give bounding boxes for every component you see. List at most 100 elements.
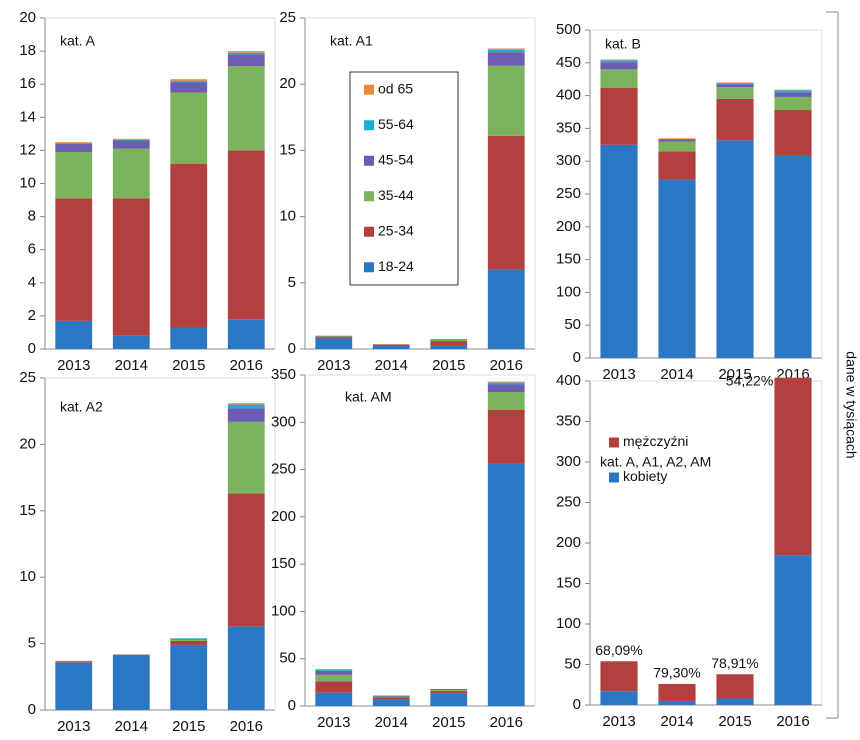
bar-segment [112,198,150,336]
bar-segment [227,65,265,151]
x-tick-label: 2014 [115,718,148,735]
bar-segment [315,335,353,337]
legend-swatch [609,437,619,448]
y-tick-label: 10 [19,568,36,585]
bar-segment [170,638,208,639]
legend-box [349,71,459,286]
y-tick-label: 0 [573,349,581,366]
bar-segment [487,392,525,410]
legend-swatch [364,191,374,202]
bar-segment [600,144,638,358]
bar-segment [112,138,150,140]
legend-label: 18-24 [378,258,414,274]
bar-segment [372,699,410,706]
y-tick-label: 18 [19,42,36,59]
y-tick-label: 15 [279,141,296,158]
bar-segment [227,319,265,349]
bar-segment [716,83,754,85]
bar-segment [315,338,353,349]
bar-segment [170,80,208,83]
legend-label: 55-64 [378,116,414,132]
x-tick-label: 2013 [317,714,350,731]
y-tick-label: 350 [271,366,296,383]
y-tick-label: 50 [564,316,581,333]
x-tick-label: 2014 [660,366,693,383]
bar-segment [600,661,638,692]
bar-segment [658,151,696,180]
bar-segment [170,92,208,164]
y-tick-label: 25 [279,9,296,26]
x-tick-label: 2016 [490,357,523,374]
bar-segment [112,335,150,349]
bar-segment [774,377,812,556]
bar-segment [600,60,638,63]
y-tick-label: 450 [556,54,581,71]
legend-swatch [364,84,374,95]
y-tick-label: 15 [19,502,36,519]
x-tick-label: 2016 [230,718,263,735]
y-tick-label: 200 [556,218,581,235]
bar-segment [112,655,150,710]
bar-segment [227,421,265,494]
y-tick-label: 200 [556,534,581,551]
bar-segment [774,92,812,97]
y-tick-label: 350 [556,412,581,429]
y-tick-label: 250 [271,461,296,478]
bar-segment [112,148,150,199]
bar-segment [487,463,525,706]
bar-segment [112,139,150,141]
bar-segment [487,409,525,464]
bar-segment [315,674,353,682]
bar-segment [227,626,265,710]
y-tick-label: 100 [271,602,296,619]
chart-title: kat. AM [345,389,392,405]
bar-segment [227,403,265,405]
y-tick-label: 20 [279,75,296,92]
bar-segment [170,327,208,349]
bar-segment [170,640,208,645]
bar-segment [716,87,754,99]
y-tick-label: 0 [288,340,296,357]
y-tick-label: 5 [28,635,36,652]
bar-segment [227,54,265,66]
y-tick-label: 150 [271,555,296,572]
x-tick-label: 2016 [230,357,263,374]
bar-segment [372,697,410,700]
bar-segment [487,49,525,53]
bar-segment [55,660,93,662]
bar-segment [430,688,468,690]
bar-segment [600,62,638,70]
y-tick-label: 10 [19,174,36,191]
y-tick-label: 10 [279,208,296,225]
x-tick-label: 2015 [718,366,751,383]
x-tick-label: 2013 [602,366,635,383]
chart-title: kat. A1 [330,33,373,49]
y-tick-label: 0 [573,696,581,713]
bar-segment [315,669,353,671]
bar-segment [112,654,150,656]
bar-segment [430,689,468,691]
bar-label: 54,22% [726,372,773,388]
x-tick-label: 2015 [432,714,465,731]
x-tick-label: 2014 [660,713,693,730]
y-tick-label: 20 [19,435,36,452]
bar-segment [227,51,265,53]
x-tick-label: 2014 [115,357,148,374]
y-tick-label: 25 [19,369,36,386]
y-tick-label: 12 [19,141,36,158]
legend-label: 35-44 [378,187,414,203]
bar-segment [227,493,265,627]
bar-segment [716,82,754,84]
bar-segment [658,683,696,701]
bar-segment [716,140,754,358]
bar-segment [112,654,150,655]
y-tick-label: 100 [556,615,581,632]
y-tick-label: 400 [556,87,581,104]
bar-segment [774,90,812,93]
bar-segment [658,139,696,142]
x-tick-label: 2016 [776,713,809,730]
bar-segment [430,690,468,694]
bar-segment [55,198,93,321]
x-tick-label: 2016 [490,714,523,731]
